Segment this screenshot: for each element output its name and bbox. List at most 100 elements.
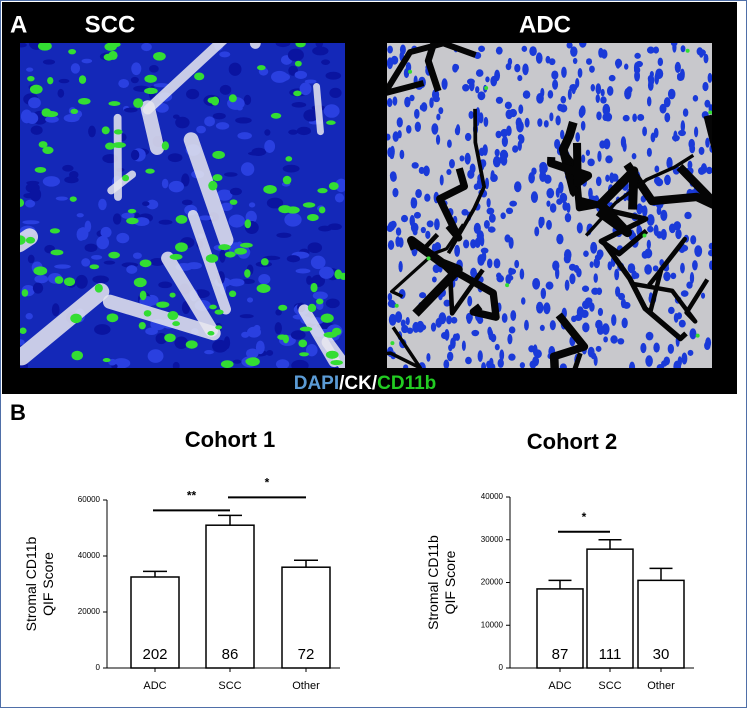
cell bbox=[237, 132, 252, 139]
cell bbox=[118, 79, 129, 88]
nucleus bbox=[514, 260, 519, 268]
nucleus bbox=[482, 144, 487, 156]
cd11b-cell bbox=[78, 98, 91, 105]
y-tick-label: 20000 bbox=[78, 607, 101, 616]
cell bbox=[276, 359, 289, 369]
cd11b-cell bbox=[207, 331, 214, 335]
cd11b-cell bbox=[244, 269, 250, 278]
cd11b-cell bbox=[408, 70, 412, 74]
nucleus bbox=[644, 264, 652, 274]
nucleus bbox=[424, 194, 430, 202]
nucleus bbox=[551, 70, 558, 79]
nucleus bbox=[646, 332, 654, 341]
nucleus bbox=[541, 288, 546, 299]
nucleus bbox=[390, 171, 397, 180]
cell bbox=[26, 113, 38, 124]
nucleus bbox=[564, 249, 572, 261]
nucleus bbox=[632, 113, 637, 122]
cd11b-cell bbox=[321, 313, 334, 322]
cell bbox=[312, 46, 328, 55]
nucleus bbox=[540, 325, 545, 331]
nucleus bbox=[487, 208, 495, 215]
cd11b-cell bbox=[145, 169, 154, 174]
nucleus bbox=[419, 167, 425, 174]
nucleus bbox=[508, 58, 512, 66]
cd11b-cell bbox=[170, 293, 176, 298]
nucleus bbox=[586, 150, 590, 156]
nucleus bbox=[447, 140, 452, 148]
cd11b-cell bbox=[70, 196, 77, 202]
y-axis-label-line: Stromal CD11b bbox=[23, 536, 39, 631]
nucleus bbox=[556, 234, 563, 245]
nucleus bbox=[598, 308, 603, 316]
cell bbox=[26, 181, 39, 185]
cell bbox=[220, 85, 231, 95]
cd11b-cell bbox=[153, 52, 166, 61]
nucleus bbox=[664, 113, 670, 123]
nucleus bbox=[436, 135, 440, 145]
nucleus bbox=[704, 54, 709, 64]
nucleus bbox=[672, 135, 680, 141]
cell bbox=[235, 117, 252, 123]
nucleus bbox=[465, 133, 471, 141]
cell bbox=[104, 261, 116, 265]
cell bbox=[28, 255, 35, 264]
nucleus bbox=[582, 322, 589, 332]
nucleus bbox=[406, 317, 410, 325]
cd11b-cell bbox=[215, 309, 224, 314]
nucleus bbox=[396, 227, 401, 235]
cell bbox=[92, 275, 109, 283]
nucleus bbox=[658, 58, 663, 66]
nucleus bbox=[702, 82, 708, 91]
nucleus bbox=[421, 227, 426, 233]
cell bbox=[33, 283, 43, 294]
nucleus bbox=[398, 237, 403, 247]
nucleus bbox=[544, 120, 549, 127]
cd11b-cell bbox=[696, 334, 700, 338]
nucleus bbox=[427, 220, 434, 227]
nucleus bbox=[595, 320, 603, 329]
cell bbox=[295, 71, 307, 79]
nucleus bbox=[672, 42, 676, 52]
nucleus bbox=[675, 62, 681, 73]
nucleus bbox=[565, 213, 571, 222]
cell bbox=[258, 274, 270, 284]
cd11b-cell bbox=[144, 310, 152, 316]
nucleus bbox=[597, 151, 601, 162]
cell bbox=[142, 201, 149, 206]
cell bbox=[266, 350, 273, 356]
nucleus bbox=[654, 224, 659, 235]
cd11b-cell bbox=[295, 61, 302, 67]
nucleus bbox=[552, 80, 558, 90]
nucleus bbox=[447, 352, 453, 362]
nucleus bbox=[415, 189, 422, 198]
cell bbox=[71, 63, 80, 73]
nucleus bbox=[668, 307, 675, 314]
nucleus bbox=[449, 159, 455, 168]
cd11b-cell bbox=[230, 199, 238, 205]
nucleus bbox=[577, 222, 583, 233]
nucleus bbox=[653, 46, 659, 53]
cell bbox=[297, 127, 311, 135]
cell bbox=[131, 77, 139, 83]
y-tick-label: 40000 bbox=[78, 551, 101, 560]
nucleus bbox=[481, 248, 489, 254]
nucleus bbox=[677, 73, 681, 80]
nucleus bbox=[532, 278, 540, 290]
cell bbox=[77, 213, 84, 217]
nucleus bbox=[546, 220, 552, 230]
cell bbox=[249, 202, 255, 207]
cd11b-cell bbox=[303, 202, 315, 207]
nucleus bbox=[509, 201, 517, 207]
nucleus bbox=[614, 269, 619, 281]
stroma bbox=[317, 86, 321, 131]
nucleus bbox=[647, 226, 653, 233]
nucleus bbox=[579, 107, 584, 118]
nucleus bbox=[577, 306, 584, 318]
cell bbox=[52, 303, 60, 316]
nucleus bbox=[596, 176, 602, 186]
x-tick-label: SCC bbox=[218, 680, 241, 692]
nucleus bbox=[683, 108, 688, 116]
cell bbox=[158, 282, 172, 289]
cd11b-cell bbox=[108, 101, 120, 106]
